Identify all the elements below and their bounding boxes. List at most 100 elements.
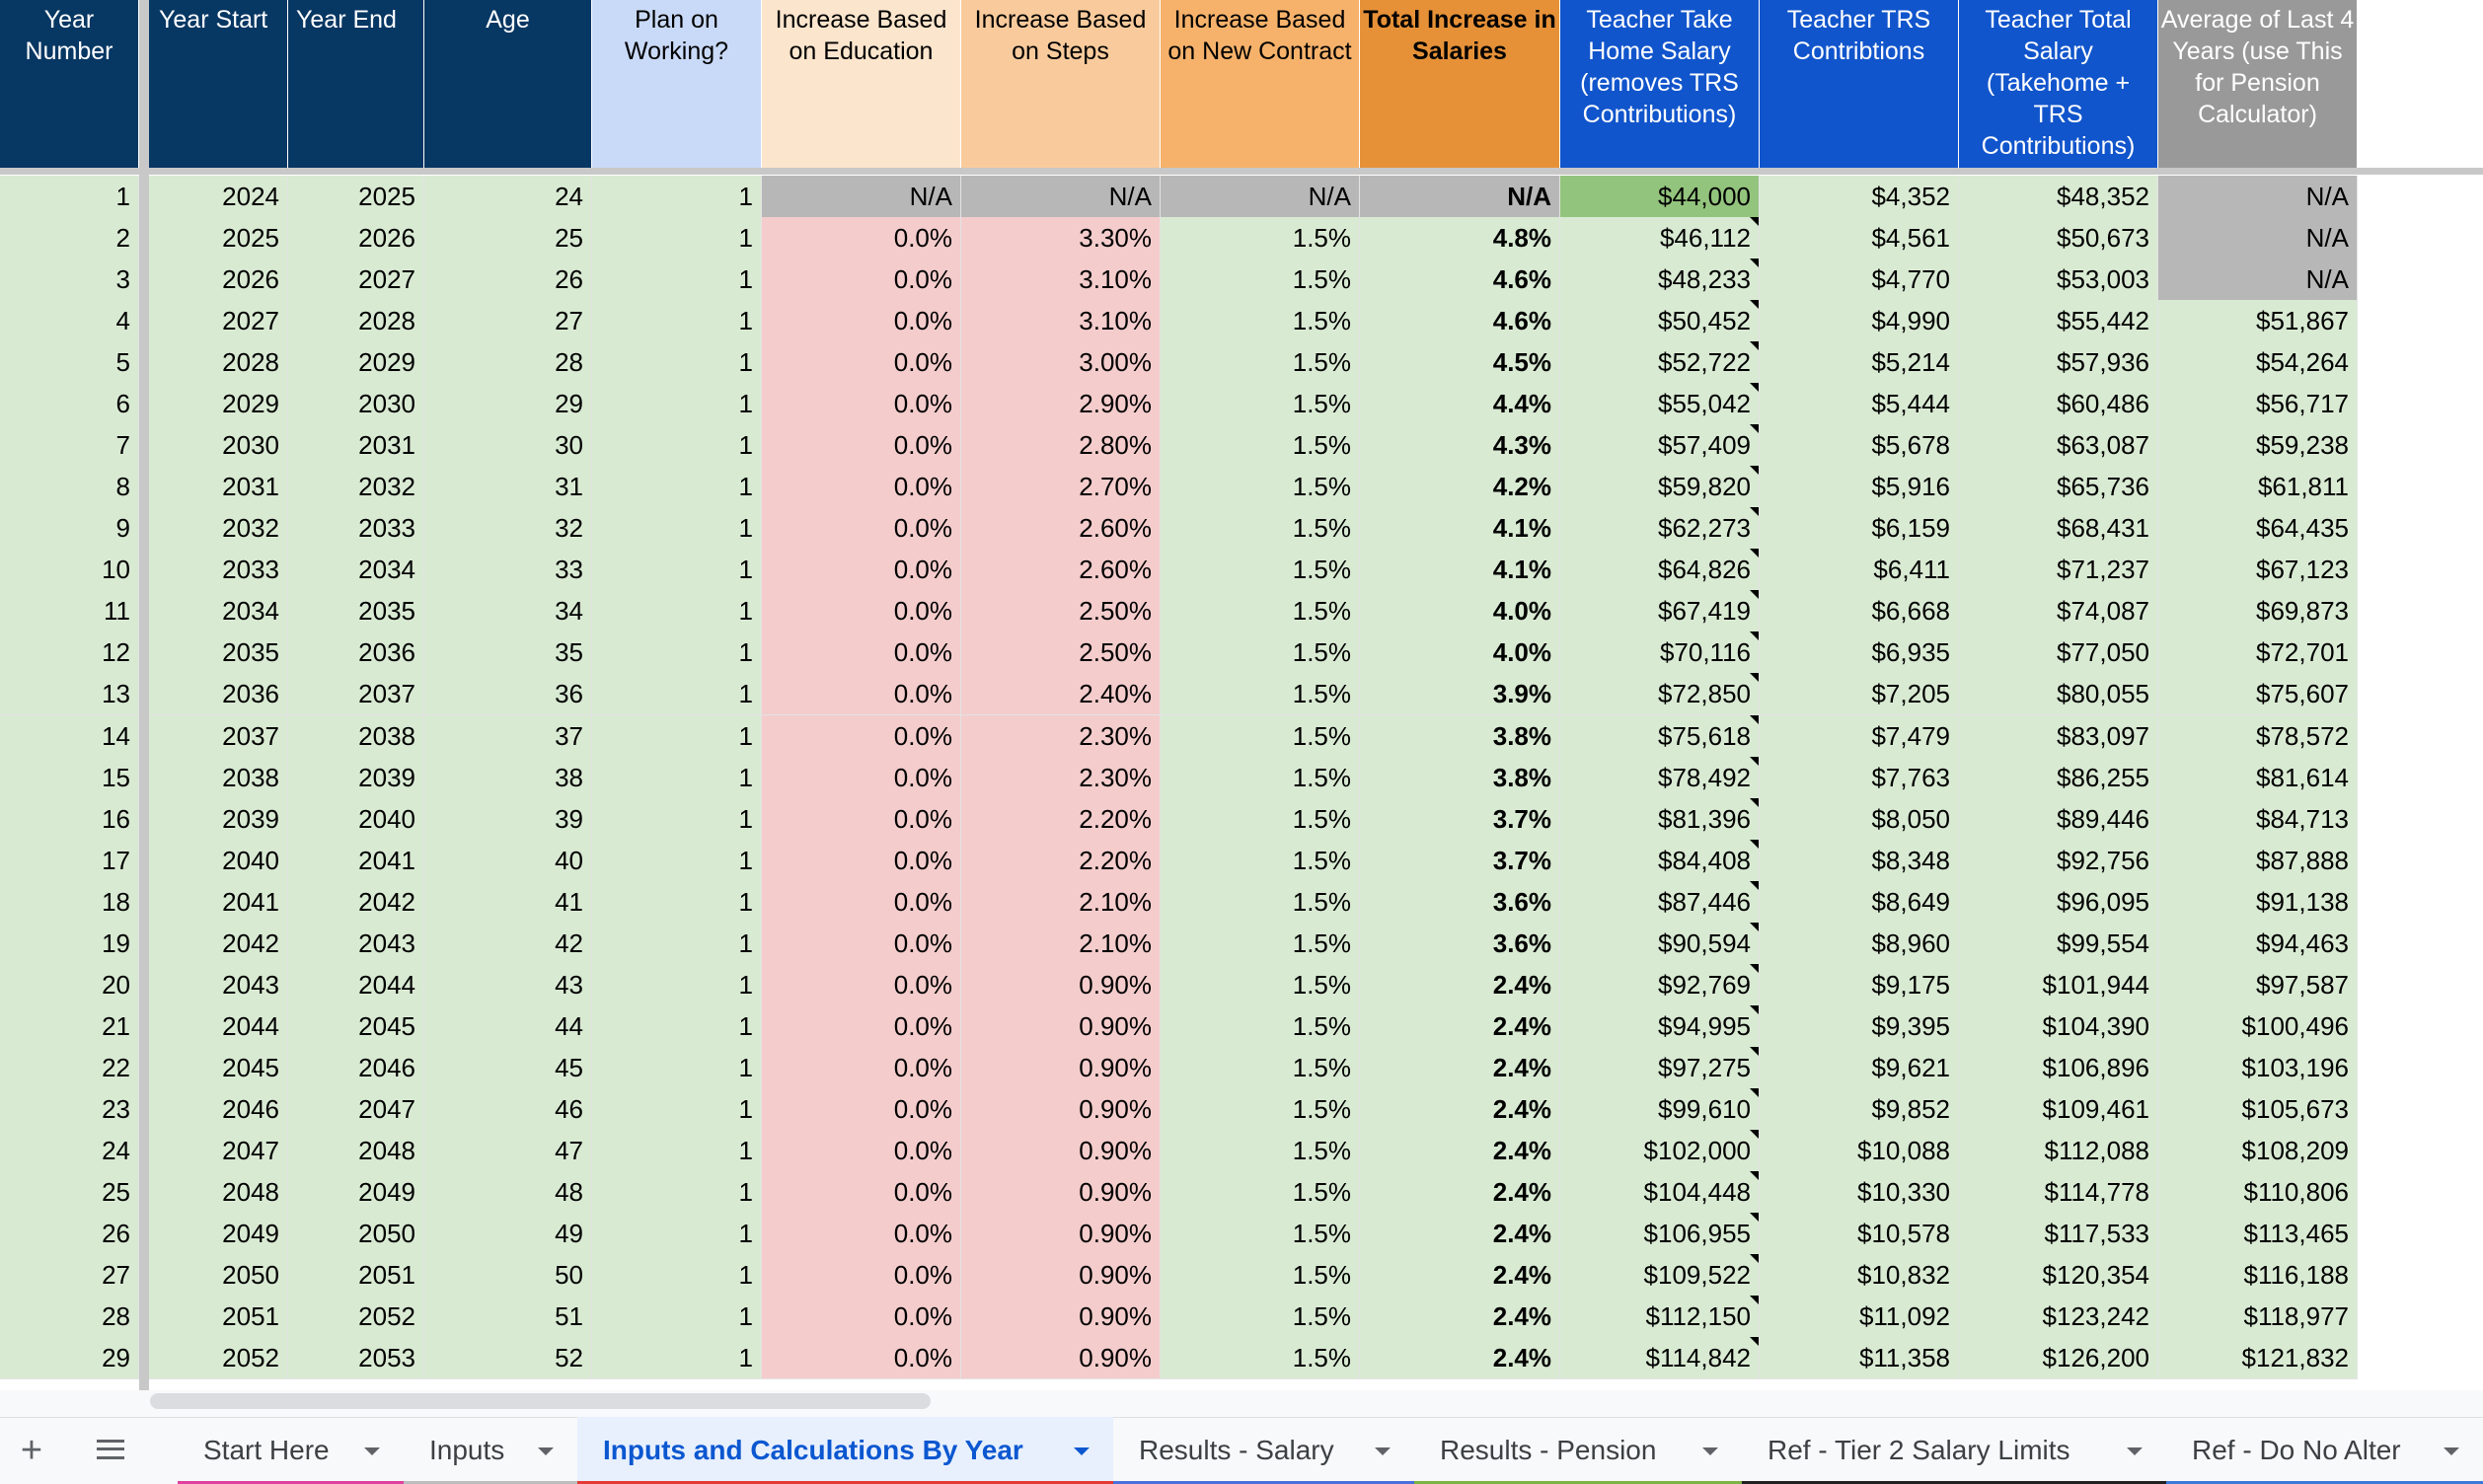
cell: 1	[592, 1046, 762, 1089]
cell: 28	[424, 341, 592, 385]
cell: 1	[592, 839, 762, 882]
cell: $112,150	[1560, 1296, 1760, 1339]
cell: 1.5%	[1161, 507, 1360, 551]
cell: $75,618	[1560, 714, 1760, 758]
tab-menu-arrow[interactable]	[1702, 1447, 1718, 1455]
cell: 0.0%	[762, 1129, 961, 1172]
tab-menu-arrow[interactable]	[364, 1447, 380, 1455]
cell: $87,888	[2158, 839, 2358, 882]
cell: $72,701	[2158, 631, 2358, 675]
tab-menu-arrow[interactable]	[1074, 1447, 1090, 1455]
tab-menu-arrow[interactable]	[1375, 1447, 1391, 1455]
cell: $91,138	[2158, 880, 2358, 924]
cell: 2025	[288, 176, 424, 218]
cell: 0.90%	[961, 1337, 1161, 1380]
cell: $53,003	[1959, 259, 2158, 302]
cell: 0.0%	[762, 549, 961, 592]
cell: 4.5%	[1360, 341, 1560, 385]
cell: 1	[592, 466, 762, 509]
tab-menu-arrow[interactable]	[2444, 1447, 2459, 1455]
cell: 2028	[149, 341, 288, 385]
cell: $60,486	[1959, 383, 2158, 426]
sheet-tab[interactable]: Start Here	[178, 1417, 404, 1484]
cell: $63,087	[1959, 424, 2158, 468]
cell: 51	[424, 1296, 592, 1339]
cell: 34	[424, 590, 592, 633]
add-sheet-button[interactable]: +	[20, 1430, 43, 1471]
cell: 4.1%	[1360, 507, 1560, 551]
tab-menu-arrow[interactable]	[538, 1447, 554, 1455]
cell: 2.4%	[1360, 1046, 1560, 1089]
cell: 2047	[149, 1129, 288, 1172]
cell: $6,668	[1760, 590, 1959, 633]
cell: $89,446	[1959, 797, 2158, 841]
cell: $123,242	[1959, 1296, 2158, 1339]
tab-label: Results - Salary	[1139, 1435, 1334, 1465]
cell: 2031	[288, 424, 424, 468]
tab-label: Inputs	[429, 1435, 505, 1465]
cell: $54,264	[2158, 341, 2358, 385]
tab-label: Ref - Do No Alter	[2192, 1435, 2401, 1465]
sheet-tab[interactable]: Ref - Tier 2 Salary Limits	[1742, 1417, 2166, 1484]
sheet-tab[interactable]: Inputs	[404, 1417, 577, 1484]
cell: 1.5%	[1161, 839, 1360, 882]
cell: 2.10%	[961, 880, 1161, 924]
cell: 2.4%	[1360, 1296, 1560, 1339]
horizontal-scrollbar[interactable]	[150, 1393, 931, 1409]
sheet-tab[interactable]: Ref - Do No Alter	[2166, 1417, 2483, 1484]
cell: $97,275	[1560, 1046, 1760, 1089]
cell: 0.0%	[762, 1213, 961, 1255]
cell: 2035	[288, 590, 424, 633]
tab-menu-arrow[interactable]	[2127, 1447, 2143, 1455]
cell: 2052	[149, 1337, 288, 1380]
cell: $10,578	[1760, 1213, 1959, 1255]
cell: 2.20%	[961, 797, 1161, 841]
cell: 1.5%	[1161, 590, 1360, 633]
tab-label: Results - Pension	[1440, 1435, 1657, 1465]
cell: 2.90%	[961, 383, 1161, 426]
cell: 43	[424, 963, 592, 1006]
cell: $78,492	[1560, 756, 1760, 799]
cell: 0.90%	[961, 963, 1161, 1006]
cell: 1	[592, 507, 762, 551]
cell: $90,594	[1560, 922, 1760, 965]
cell: 1	[592, 424, 762, 468]
cell: 2044	[149, 1004, 288, 1048]
cell: $117,533	[1959, 1213, 2158, 1255]
cell: N/A	[1161, 176, 1360, 218]
cell: $99,554	[1959, 922, 2158, 965]
cell: 2024	[149, 176, 288, 218]
cell: $9,175	[1760, 963, 1959, 1006]
cell: $83,097	[1959, 714, 2158, 758]
cell: $75,607	[2158, 673, 2358, 716]
cell: $104,448	[1560, 1170, 1760, 1214]
cell: 2044	[288, 963, 424, 1006]
cell: $92,756	[1959, 839, 2158, 882]
column-header: Teacher Total Salary (Takehome + TRS Con…	[1959, 0, 2158, 168]
cell: 18	[0, 880, 139, 924]
cell: $97,587	[2158, 963, 2358, 1006]
cell: 0.0%	[762, 259, 961, 302]
cell: 29	[0, 1337, 139, 1380]
cell: $5,444	[1760, 383, 1959, 426]
cell: $116,188	[2158, 1254, 2358, 1298]
cell: $50,673	[1959, 217, 2158, 260]
cell: N/A	[2158, 217, 2358, 260]
cell: 4.6%	[1360, 259, 1560, 302]
cell: 2	[0, 217, 139, 260]
cell: 1	[592, 590, 762, 633]
cell: 1	[592, 1004, 762, 1048]
sheet-tab[interactable]: Results - Salary	[1113, 1417, 1414, 1484]
cell: 27	[0, 1254, 139, 1298]
sheet-tab[interactable]: Inputs and Calculations By Year	[577, 1417, 1113, 1484]
sheet-tab[interactable]: Results - Pension	[1414, 1417, 1742, 1484]
cell: 1.5%	[1161, 1129, 1360, 1172]
cell: $86,255	[1959, 756, 2158, 799]
all-sheets-button[interactable]	[97, 1440, 124, 1459]
cell: 26	[0, 1213, 139, 1255]
cell: $48,233	[1560, 259, 1760, 302]
cell: $4,352	[1760, 176, 1959, 218]
cell: 4.8%	[1360, 217, 1560, 260]
cell: 2.60%	[961, 549, 1161, 592]
cell: $59,820	[1560, 466, 1760, 509]
